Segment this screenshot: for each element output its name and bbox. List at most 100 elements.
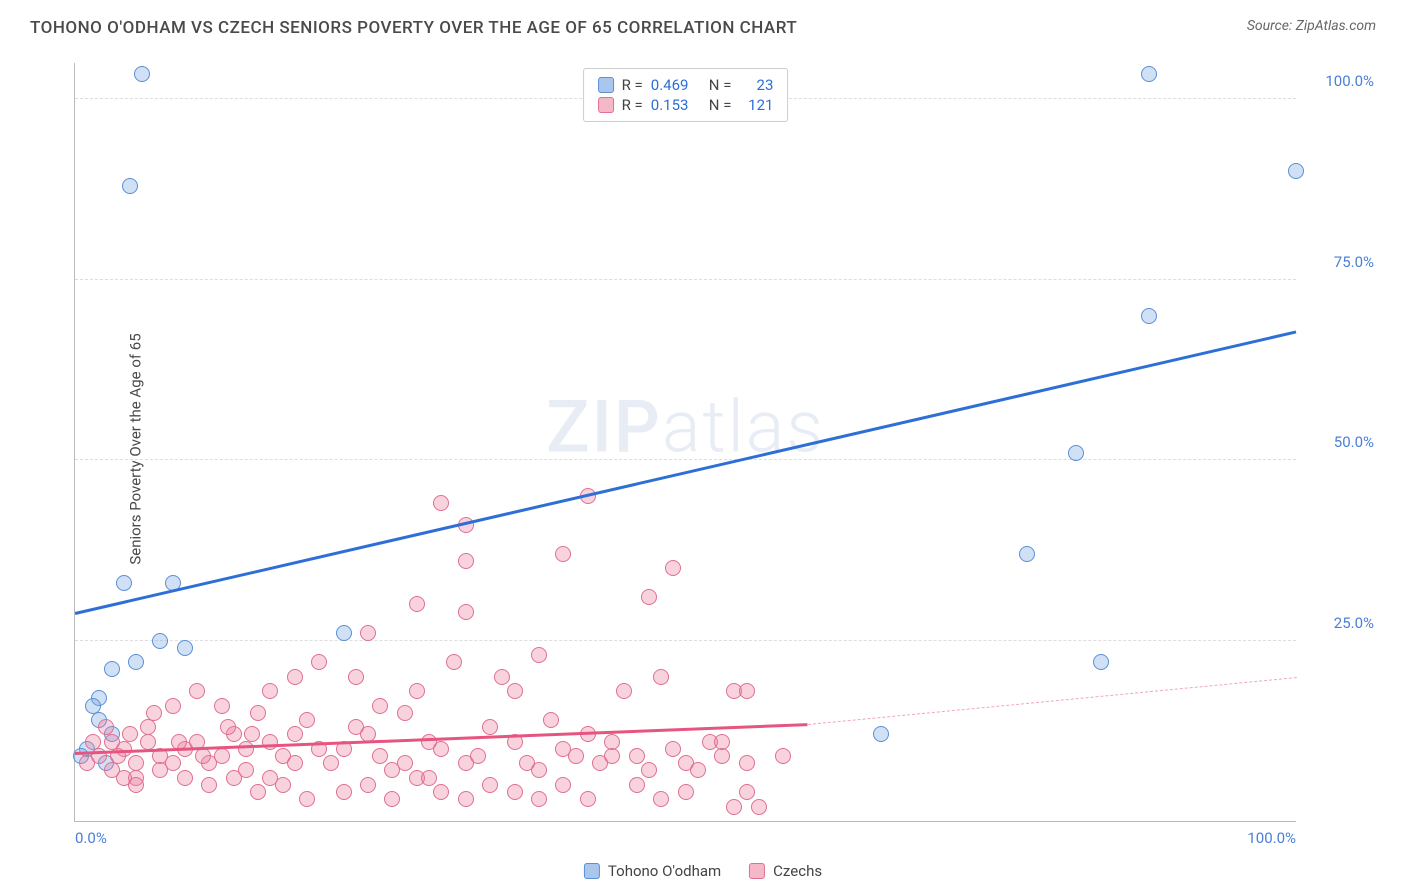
scatter-point bbox=[653, 791, 669, 807]
scatter-point bbox=[1141, 66, 1157, 82]
scatter-point bbox=[665, 560, 681, 576]
scatter-point bbox=[726, 799, 742, 815]
scatter-point bbox=[653, 669, 669, 685]
scatter-point bbox=[543, 712, 559, 728]
scatter-point bbox=[482, 777, 498, 793]
y-tick-label: 75.0% bbox=[1304, 253, 1374, 271]
x-tick-label: 0.0% bbox=[75, 829, 107, 847]
scatter-point bbox=[482, 719, 498, 735]
scatter-point bbox=[531, 791, 547, 807]
scatter-point bbox=[104, 661, 120, 677]
trend-line bbox=[808, 677, 1296, 725]
scatter-point bbox=[531, 762, 547, 778]
grid-line bbox=[75, 640, 1296, 641]
scatter-point bbox=[433, 741, 449, 757]
scatter-point bbox=[152, 633, 168, 649]
legend-n-label: N = bbox=[709, 76, 732, 94]
scatter-point bbox=[128, 654, 144, 670]
y-tick-label: 100.0% bbox=[1304, 72, 1374, 90]
scatter-point bbox=[262, 683, 278, 699]
legend-top-row: R =0.469N =23 bbox=[598, 75, 774, 95]
grid-line bbox=[75, 279, 1296, 280]
legend-top: R =0.469N =23R =0.153N =121 bbox=[583, 68, 789, 122]
scatter-point bbox=[739, 755, 755, 771]
scatter-point bbox=[189, 683, 205, 699]
legend-series-name: Czechs bbox=[773, 862, 822, 880]
y-tick-label: 50.0% bbox=[1304, 433, 1374, 451]
scatter-point bbox=[568, 748, 584, 764]
scatter-point bbox=[1019, 546, 1035, 562]
scatter-point bbox=[751, 799, 767, 815]
scatter-point bbox=[323, 755, 339, 771]
scatter-point bbox=[629, 748, 645, 764]
watermark-atlas: atlas bbox=[662, 384, 825, 469]
scatter-point bbox=[555, 777, 571, 793]
scatter-point bbox=[214, 748, 230, 764]
legend-r-label: R = bbox=[622, 76, 643, 94]
scatter-point bbox=[116, 575, 132, 591]
scatter-point bbox=[348, 719, 364, 735]
scatter-point bbox=[287, 755, 303, 771]
scatter-point bbox=[372, 748, 388, 764]
scatter-point bbox=[275, 777, 291, 793]
scatter-point bbox=[873, 726, 889, 742]
scatter-point bbox=[446, 654, 462, 670]
scatter-point bbox=[665, 741, 681, 757]
scatter-point bbox=[360, 777, 376, 793]
scatter-point bbox=[195, 748, 211, 764]
source-link[interactable]: ZipAtlas.com bbox=[1296, 18, 1376, 34]
scatter-point bbox=[531, 647, 547, 663]
scatter-point bbox=[397, 705, 413, 721]
scatter-point bbox=[134, 66, 150, 82]
scatter-point bbox=[470, 748, 486, 764]
scatter-point bbox=[250, 784, 266, 800]
scatter-point bbox=[458, 604, 474, 620]
watermark-zip: ZIP bbox=[546, 384, 662, 469]
scatter-point bbox=[201, 777, 217, 793]
scatter-point bbox=[739, 683, 755, 699]
scatter-point bbox=[433, 784, 449, 800]
scatter-point bbox=[1141, 308, 1157, 324]
chart-container: Seniors Poverty Over the Age of 65 ZIPat… bbox=[30, 55, 1386, 842]
scatter-point bbox=[421, 770, 437, 786]
scatter-point bbox=[287, 669, 303, 685]
legend-n-label: N = bbox=[709, 96, 732, 114]
scatter-point bbox=[433, 495, 449, 511]
legend-swatch bbox=[598, 97, 614, 113]
scatter-point bbox=[1288, 163, 1304, 179]
scatter-point bbox=[641, 762, 657, 778]
scatter-point bbox=[409, 596, 425, 612]
legend-r-value: 0.153 bbox=[651, 96, 701, 114]
scatter-point bbox=[140, 734, 156, 750]
scatter-point bbox=[85, 698, 101, 714]
legend-bottom-item: Czechs bbox=[749, 862, 822, 880]
legend-n-value: 121 bbox=[739, 96, 773, 114]
scatter-point bbox=[690, 762, 706, 778]
scatter-point bbox=[122, 178, 138, 194]
scatter-point bbox=[555, 546, 571, 562]
scatter-point bbox=[146, 705, 162, 721]
scatter-point bbox=[641, 589, 657, 605]
scatter-point bbox=[299, 712, 315, 728]
scatter-point bbox=[616, 683, 632, 699]
legend-n-value: 23 bbox=[739, 76, 773, 94]
scatter-point bbox=[1093, 654, 1109, 670]
legend-bottom-item: Tohono O'odham bbox=[584, 862, 721, 880]
scatter-point bbox=[384, 791, 400, 807]
scatter-point bbox=[458, 791, 474, 807]
scatter-point bbox=[360, 625, 376, 641]
scatter-point bbox=[299, 791, 315, 807]
x-tick-label: 100.0% bbox=[1247, 829, 1296, 847]
source-prefix: Source: bbox=[1247, 18, 1296, 34]
scatter-point bbox=[507, 784, 523, 800]
scatter-point bbox=[262, 734, 278, 750]
legend-top-row: R =0.153N =121 bbox=[598, 95, 774, 115]
scatter-point bbox=[165, 698, 181, 714]
scatter-point bbox=[1068, 445, 1084, 461]
scatter-point bbox=[98, 719, 114, 735]
scatter-point bbox=[678, 784, 694, 800]
scatter-point bbox=[122, 726, 138, 742]
scatter-point bbox=[336, 625, 352, 641]
scatter-point bbox=[238, 741, 254, 757]
scatter-point bbox=[287, 726, 303, 742]
